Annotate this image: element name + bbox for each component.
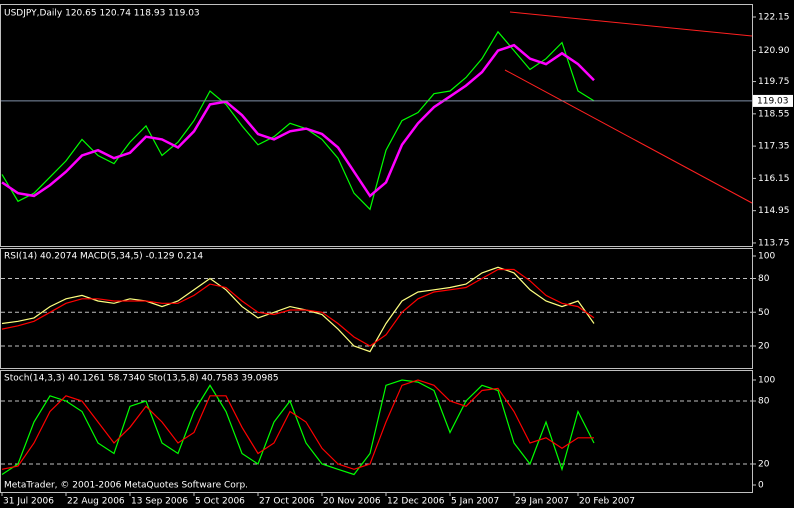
y-tick-label: 50 [758, 308, 770, 318]
series-line [1, 268, 595, 347]
series-line [1, 379, 595, 476]
x-tick-label: 27 Oct 2006 [259, 497, 315, 507]
trend-line [509, 11, 753, 37]
y-tick-label: 100 [758, 376, 775, 386]
x-tick-label: 13 Sep 2006 [131, 497, 188, 507]
footer: MetaTrader, © 2001-2006 MetaQuotes Softw… [4, 481, 248, 491]
y-tick-label: 114.95 [758, 206, 790, 216]
y-tick-label: 120.90 [758, 46, 790, 56]
x-tick-label: 5 Oct 2006 [195, 497, 245, 507]
trend-line [504, 69, 753, 204]
panel-frames [0, 4, 753, 493]
last-price-box [753, 94, 793, 107]
x-tick-label: 20 Feb 2007 [579, 497, 635, 507]
panel-title: USDJPY,Daily 120.65 120.74 118.93 119.03 [4, 9, 200, 19]
rsi-panel [0, 248, 753, 369]
y-tick-label: 116.15 [758, 174, 790, 184]
x-tick-label: 29 Jan 2007 [515, 497, 569, 507]
y-tick-label: 117.35 [758, 142, 790, 152]
y-tick-label: 80 [758, 397, 770, 407]
y-tick-label: 122.15 [758, 13, 790, 23]
series-line [1, 379, 594, 470]
series-line [1, 30, 595, 211]
y-tick-label: 113.75 [758, 238, 790, 248]
y-tick-label: 0 [758, 481, 764, 491]
series-line [1, 43, 595, 198]
x-tick-label: 22 Aug 2006 [67, 497, 125, 507]
x-tick-label: 12 Dec 2006 [387, 497, 445, 507]
stoch-panel [0, 370, 753, 493]
y-tick-label: 80 [758, 274, 770, 284]
last-price-label: 119.03 [757, 96, 789, 106]
trend-lines [504, 11, 753, 204]
y-tick-label: 118.55 [758, 109, 790, 119]
x-tick-label: 5 Jan 2007 [451, 497, 499, 507]
panel-title: RSI(14) 40.2074 MACD(5,34,5) -0.129 0.21… [4, 252, 203, 262]
y-tick-label: 20 [758, 460, 770, 470]
x-tick-label: 20 Nov 2006 [323, 497, 381, 507]
panel-title: Stoch(14,3,3) 40.1261 58.7340 Sto(13,5,8… [4, 374, 279, 384]
series-line [1, 266, 595, 353]
y-tick-label: 119.75 [758, 77, 790, 87]
x-tick-label: 31 Jul 2006 [3, 497, 54, 507]
y-tick-label: 20 [758, 342, 770, 352]
main-panel [0, 4, 753, 247]
y-tick-label: 100 [758, 252, 775, 262]
